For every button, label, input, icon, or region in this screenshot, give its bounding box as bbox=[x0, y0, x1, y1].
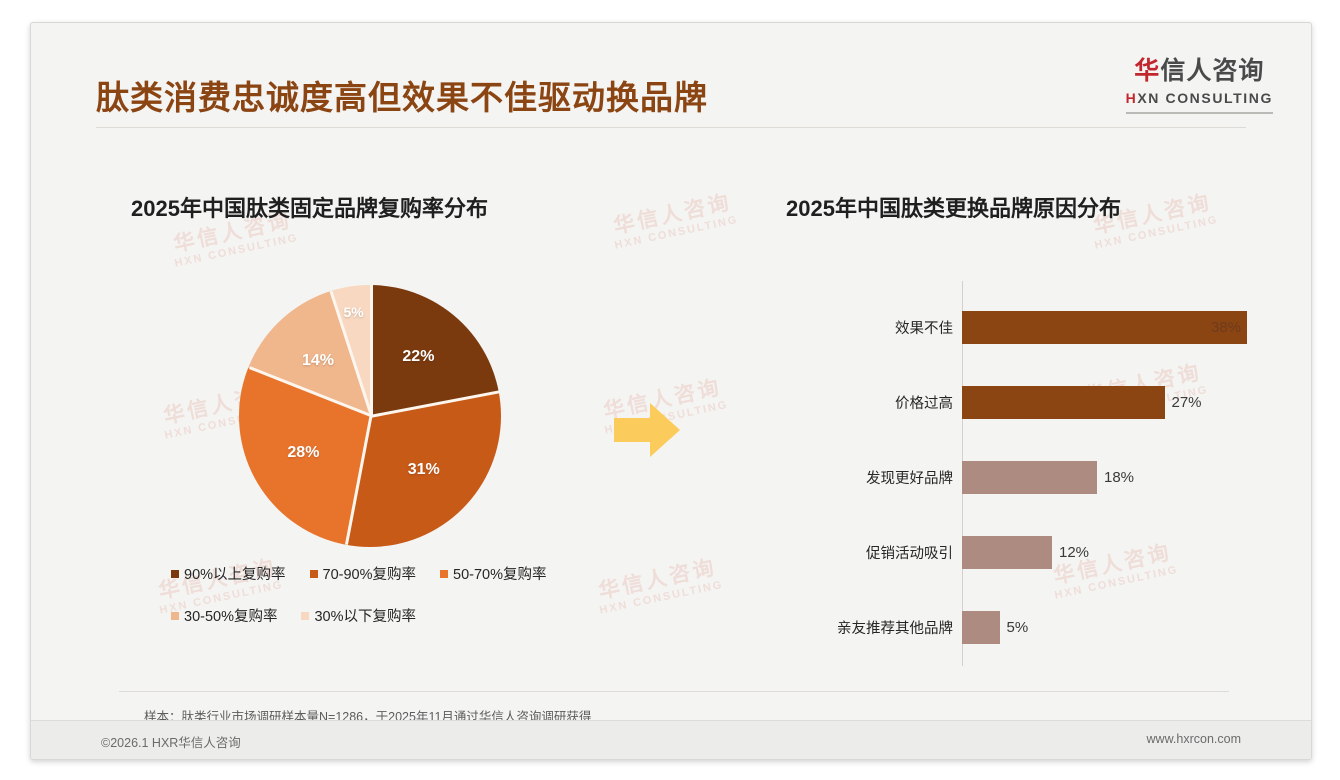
slide-canvas: 华信人咨询 HXN CONSULTING 华信人咨询 HXN CONSULTIN… bbox=[30, 22, 1312, 760]
legend-label: 30%以下复购率 bbox=[314, 609, 417, 625]
left-chart-title: 2025年中国肽类固定品牌复购率分布 bbox=[131, 196, 488, 221]
legend-label: 50-70%复购率 bbox=[453, 567, 547, 583]
bar-fill[interactable] bbox=[962, 461, 1097, 494]
slide-header: 肽类消费忠诚度高但效果不佳驱动换品牌 华信人咨询 HXN CONSULTING bbox=[31, 23, 1311, 128]
legend-swatch bbox=[171, 611, 179, 620]
bar-track: 18% bbox=[962, 461, 1271, 494]
legend-item[interactable]: 50-70%复购率 bbox=[440, 563, 547, 584]
bar-row: 发现更好品牌 18% bbox=[801, 461, 1271, 494]
bar-category-label: 亲友推荐其他品牌 bbox=[837, 621, 953, 637]
pie-slice-label: 28% bbox=[287, 443, 320, 461]
pie-slice-label: 22% bbox=[402, 348, 435, 366]
pie-slice-label: 31% bbox=[407, 460, 440, 478]
legend-label: 90%以上复购率 bbox=[184, 567, 286, 583]
legend-item[interactable]: 90%以上复购率 bbox=[171, 563, 286, 584]
pie-slice-separator bbox=[370, 285, 373, 416]
logo-chinese-text: 华信人咨询 bbox=[1126, 59, 1273, 84]
watermark: 华信人咨询 HXN CONSULTING bbox=[594, 555, 725, 617]
legend-swatch bbox=[171, 569, 179, 578]
watermark-en: HXN CONSULTING bbox=[613, 213, 740, 252]
legend-row: 90%以上复购率 70-90%复购率 50-70%复购率 bbox=[171, 563, 601, 584]
page-title: 肽类消费忠诚度高但效果不佳驱动换品牌 bbox=[96, 79, 708, 116]
bar-row: 促销活动吸引 12% bbox=[801, 536, 1271, 569]
pie-chart: 22% 31% 28% 14% 5% bbox=[239, 285, 501, 547]
logo-en-accent: H bbox=[1125, 90, 1138, 106]
legend-item[interactable]: 30-50%复购率 bbox=[171, 605, 277, 626]
legend-label: 70-90%复购率 bbox=[322, 567, 417, 583]
bar-value-label: 27% bbox=[1171, 394, 1202, 411]
logo-en-rest: XN CONSULTING bbox=[1137, 90, 1273, 106]
bar-value-label: 38% bbox=[1211, 319, 1242, 336]
bar-row: 价格过高 27% bbox=[801, 386, 1271, 419]
watermark-cn: 华信人咨询 bbox=[596, 555, 719, 604]
bar-row: 效果不佳 38% bbox=[801, 311, 1271, 344]
legend-swatch bbox=[440, 569, 449, 578]
bar-fill[interactable] bbox=[962, 536, 1052, 569]
legend-item[interactable]: 30%以下复购率 bbox=[301, 605, 416, 626]
footer-website[interactable]: www.hxrcon.com bbox=[1146, 732, 1241, 746]
bar-fill[interactable] bbox=[962, 611, 1000, 644]
title-divider bbox=[96, 127, 1246, 128]
legend-label: 30-50%复购率 bbox=[184, 609, 278, 625]
legend-swatch bbox=[309, 569, 318, 578]
bar-category-label: 发现更好品牌 bbox=[866, 471, 953, 487]
pie-legend: 90%以上复购率 70-90%复购率 50-70%复购率 30-50%复购率 30%以下… bbox=[171, 563, 601, 647]
watermark-en: HXN CONSULTING bbox=[598, 578, 725, 617]
bar-category-label: 效果不佳 bbox=[895, 321, 953, 337]
bar-value-label: 12% bbox=[1059, 544, 1090, 561]
watermark-en: HXN CONSULTING bbox=[173, 231, 300, 270]
watermark: 华信人咨询 HXN CONSULTING bbox=[609, 190, 740, 252]
bar-track: 38% bbox=[962, 311, 1271, 344]
bar-chart: 效果不佳 38% 价格过高 27% 发现更好品牌 18% 促销活动吸引 12% 亲友推荐其他品牌… bbox=[801, 281, 1271, 666]
logo-accent-char: 华 bbox=[1134, 57, 1161, 85]
watermark-cn: 华信人咨询 bbox=[611, 190, 734, 239]
pie-slice-label: 14% bbox=[301, 351, 334, 369]
bar-track: 27% bbox=[962, 386, 1271, 419]
bar-track: 5% bbox=[962, 611, 1271, 644]
company-logo: 华信人咨询 HXN CONSULTING bbox=[1125, 59, 1273, 114]
bar-fill[interactable] bbox=[962, 386, 1165, 419]
pie-slice-label: 5% bbox=[343, 304, 364, 321]
slide-footer: ©2026.1 HXR华信人咨询 www.hxrcon.com bbox=[31, 720, 1311, 759]
legend-swatch bbox=[301, 611, 310, 620]
logo-english-text: HXN CONSULTING bbox=[1126, 91, 1273, 105]
bar-value-label: 5% bbox=[1006, 619, 1029, 636]
legend-row: 30-50%复购率 30%以下复购率 bbox=[171, 605, 601, 626]
logo-underline bbox=[1125, 112, 1273, 114]
bar-row: 亲友推荐其他品牌 5% bbox=[801, 611, 1271, 644]
bar-fill[interactable] bbox=[962, 311, 1247, 344]
bar-category-label: 促销活动吸引 bbox=[866, 546, 953, 562]
footer-copyright: ©2026.1 HXR华信人咨询 bbox=[101, 736, 241, 750]
bar-category-label: 价格过高 bbox=[895, 396, 953, 412]
bar-value-label: 18% bbox=[1104, 469, 1135, 486]
right-chart-title: 2025年中国肽类更换品牌原因分布 bbox=[786, 196, 1121, 221]
source-divider bbox=[119, 691, 1229, 692]
right-arrow-icon bbox=[614, 403, 680, 457]
legend-item[interactable]: 70-90%复购率 bbox=[309, 563, 417, 584]
logo-rest-chars: 信人咨询 bbox=[1160, 57, 1265, 85]
bar-track: 12% bbox=[962, 536, 1271, 569]
